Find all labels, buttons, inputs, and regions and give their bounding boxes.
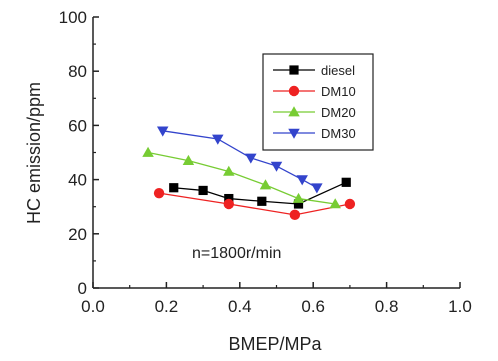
data-point-dm20	[259, 179, 272, 190]
plot-area	[142, 126, 356, 221]
legend-label-dm10: DM10	[321, 84, 356, 99]
data-point-diesel	[224, 193, 234, 204]
data-point-dm20	[292, 192, 305, 203]
legend-marker-dm20	[288, 106, 300, 117]
data-point-dm30	[296, 175, 308, 186]
legend-marker-dm30	[288, 128, 300, 139]
data-point-dm30	[270, 161, 283, 172]
data-point-dm10	[344, 198, 356, 210]
x-axis-title: BMEP/MPa	[228, 334, 322, 354]
data-point-dm30	[311, 183, 323, 194]
y-tick-label: 20	[68, 225, 87, 244]
x-tick-label: 0.2	[155, 297, 179, 316]
axes: 0.0 0.2 0.4 0.6 0.8 1.0 0 20 40 60 80 100	[59, 8, 472, 316]
annotation-speed: n=1800r/min	[192, 245, 281, 262]
y-tick-label: 100	[59, 8, 87, 27]
data-point-dm30	[156, 126, 169, 137]
x-tick-label: 0.0	[81, 297, 105, 316]
y-axis-title: HC emission/ppm	[24, 82, 44, 224]
data-point-diesel	[257, 196, 267, 206]
data-point-dm20	[182, 154, 195, 165]
legend-marker-diesel	[289, 65, 299, 75]
legend-label-dm20: DM20	[321, 105, 356, 120]
legend-box	[262, 53, 374, 151]
data-point-diesel	[341, 177, 351, 187]
legend-label-dm30: DM30	[321, 126, 356, 141]
y-tick-label: 0	[78, 279, 87, 298]
y-tick-label: 60	[68, 116, 87, 135]
data-point-diesel	[169, 183, 179, 193]
x-tick-label: 0.6	[301, 297, 325, 316]
legend: diesel DM10 DM20 DM30	[262, 53, 374, 151]
data-point-dm10	[223, 198, 234, 210]
y-tick-label: 40	[68, 171, 87, 190]
x-tick-label: 0.4	[228, 297, 252, 316]
data-point-dm10	[289, 209, 301, 221]
y-tick-label: 80	[68, 62, 87, 81]
data-point-diesel	[293, 199, 304, 209]
data-point-diesel	[198, 185, 208, 196]
legend-marker-dm10	[288, 85, 300, 97]
series-line-dm20	[147, 151, 336, 205]
data-point-dm20	[223, 165, 235, 176]
x-tick-label: 1.0	[448, 297, 472, 316]
data-point-dm30	[212, 134, 224, 145]
x-tick-label: 0.8	[375, 297, 399, 316]
data-point-dm10	[153, 187, 165, 199]
data-point-dm20	[329, 198, 341, 209]
legend-label-diesel: diesel	[321, 63, 355, 78]
data-point-dm30	[245, 153, 257, 164]
series-line-dm10	[158, 192, 351, 216]
data-point-dm20	[142, 146, 154, 157]
